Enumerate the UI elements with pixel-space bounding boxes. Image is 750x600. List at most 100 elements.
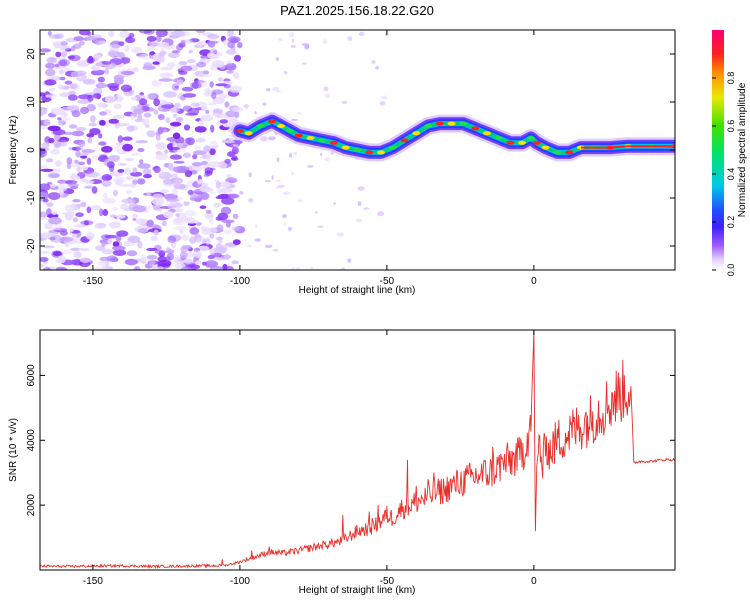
- noise-blob: [84, 220, 89, 226]
- noise-blob: [124, 45, 130, 52]
- noise-blob: [161, 220, 167, 227]
- noise-blob: [71, 110, 81, 118]
- ridge-peak: [235, 128, 244, 133]
- noise-blob: [98, 141, 107, 146]
- noise-blob: [69, 175, 80, 180]
- noise-blob: [94, 40, 100, 45]
- colorbar-tick-label: 0.2: [726, 216, 736, 229]
- noise-blob: [355, 218, 363, 223]
- noise-blob: [173, 160, 185, 164]
- noise-blob: [172, 132, 181, 140]
- noise-blob: [209, 218, 214, 224]
- noise-blob: [211, 92, 217, 100]
- noise-blob: [106, 255, 118, 262]
- noise-blob: [72, 217, 79, 223]
- noise-blob: [76, 73, 88, 82]
- noise-blob: [97, 260, 109, 267]
- noise-blob: [227, 193, 240, 199]
- noise-blob: [212, 96, 225, 105]
- noise-blob: [209, 48, 218, 54]
- noise-blob: [248, 197, 254, 203]
- noise-blob: [99, 208, 104, 217]
- noise-blob: [320, 153, 323, 156]
- ridge-peak: [388, 145, 397, 150]
- noise-blob: [296, 112, 302, 115]
- noise-blob: [112, 207, 118, 211]
- noise-blob: [170, 121, 182, 127]
- noise-blob: [90, 205, 102, 210]
- ridge-peak: [471, 126, 480, 131]
- noise-blob: [212, 112, 219, 117]
- noise-blob: [183, 124, 191, 131]
- noise-blob: [40, 147, 47, 155]
- noise-blob: [215, 243, 222, 250]
- noise-blob: [146, 219, 154, 227]
- noise-blob: [265, 88, 271, 92]
- ridge-peak: [277, 124, 286, 128]
- noise-blob: [290, 44, 296, 49]
- noise-blob: [155, 142, 167, 150]
- noise-blob: [275, 57, 280, 61]
- noise-blob: [282, 191, 291, 195]
- noise-blob: [40, 211, 48, 218]
- noise-blob: [195, 236, 207, 244]
- noise-blob: [158, 114, 165, 121]
- noise-blob: [264, 244, 273, 248]
- noise-blob: [137, 147, 145, 153]
- noise-blob: [113, 103, 122, 109]
- noise-blob: [80, 106, 89, 115]
- noise-blob: [96, 40, 107, 45]
- noise-blob: [323, 86, 329, 92]
- noise-blob: [229, 85, 243, 93]
- noise-blob: [175, 207, 184, 213]
- noise-blob: [185, 112, 199, 116]
- noise-blob: [116, 123, 130, 127]
- ridge-peak: [341, 145, 350, 150]
- noise-blob: [46, 208, 52, 216]
- noise-blob: [124, 258, 138, 266]
- noise-blob: [200, 192, 209, 201]
- noise-blob: [121, 198, 136, 204]
- noise-blob: [226, 70, 234, 74]
- noise-blob: [142, 168, 152, 175]
- noise-blob: [196, 61, 207, 68]
- noise-blob: [45, 62, 55, 69]
- colorbar-tick-label: 0.0: [726, 264, 736, 277]
- noise-blob: [209, 233, 215, 239]
- noise-blob: [309, 266, 314, 270]
- noise-blob: [113, 94, 124, 103]
- noise-blob: [75, 212, 84, 217]
- noise-blob: [230, 37, 239, 44]
- noise-blob: [205, 209, 212, 214]
- noise-blob: [336, 232, 345, 237]
- ridge-peak: [459, 121, 468, 126]
- noise-blob: [171, 83, 180, 91]
- noise-blob: [69, 83, 78, 89]
- x-tick-label: -100: [230, 276, 250, 287]
- noise-blob: [275, 179, 282, 182]
- noise-blob: [195, 221, 202, 226]
- noise-blob: [71, 45, 76, 52]
- noise-blob: [132, 205, 147, 213]
- noise-blob: [227, 30, 235, 38]
- noise-blob: [192, 250, 203, 258]
- ridge-peak: [353, 148, 362, 152]
- colorbar-label: Normalized spectral amplitude: [737, 82, 748, 217]
- noise-blob: [91, 34, 102, 39]
- noise-blob: [200, 114, 214, 122]
- x-tick-label: -50: [380, 276, 395, 287]
- noise-blob: [142, 65, 156, 71]
- noise-blob: [185, 210, 197, 217]
- noise-blob: [205, 109, 210, 115]
- noise-blob: [130, 152, 141, 156]
- noise-blob: [197, 179, 202, 185]
- noise-blob: [86, 31, 92, 37]
- noise-blob: [138, 98, 148, 106]
- figure-title: PAZ1.2025.156.18.22.G20: [280, 3, 434, 18]
- noise-blob: [40, 183, 51, 191]
- noise-blob: [52, 251, 62, 257]
- noise-blob: [179, 251, 188, 259]
- noise-blob: [115, 51, 125, 58]
- noise-blob: [277, 185, 285, 188]
- noise-blob: [171, 50, 181, 54]
